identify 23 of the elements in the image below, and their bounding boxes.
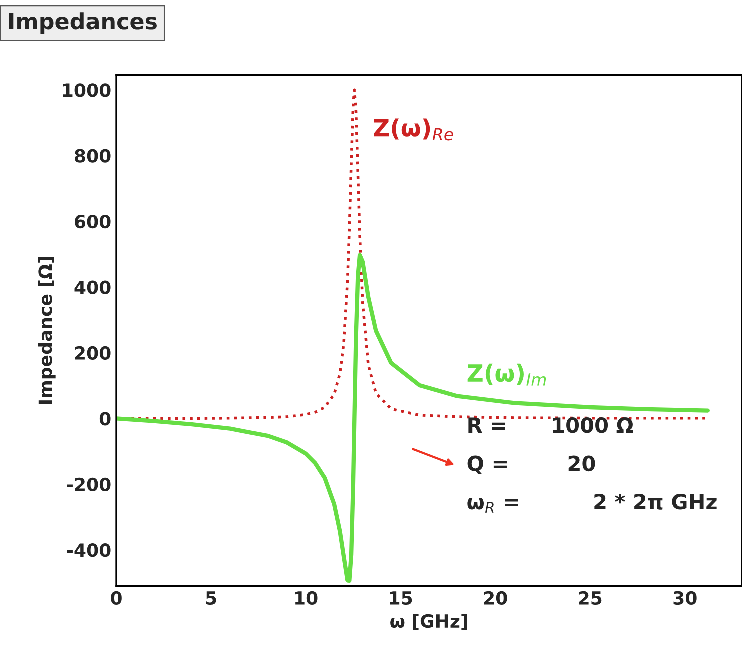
x-tick-label: 30 <box>674 591 697 606</box>
annotation: R = 1000 Ω <box>468 417 634 434</box>
y-tick-label: -200 <box>67 478 111 492</box>
series-label: Z(ω)$_{Re}$ <box>374 118 454 141</box>
annotation: Q = 20 <box>468 456 596 474</box>
chart-title: Impedances <box>9 12 157 34</box>
series-label: Z(ω)$_{Im}$ <box>468 364 546 386</box>
y-tick-label: 800 <box>75 149 111 163</box>
y-axis-title: Impedance [Ω] <box>38 257 56 404</box>
y-tick-label: 1000 <box>63 84 111 98</box>
x-axis-title: ω [GHz] <box>390 614 468 630</box>
y-tick-label: 200 <box>75 346 111 360</box>
y-tick-label: 0 <box>100 412 111 426</box>
x-tick-label: 10 <box>296 591 318 606</box>
x-tick-label: 25 <box>579 591 602 606</box>
x-tick-label: 5 <box>206 592 216 606</box>
x-tick-label: 15 <box>390 592 412 606</box>
annotation: ω$_{R}$ = 2 * 2π GHz <box>468 494 717 513</box>
y-tick-label: 600 <box>75 214 111 229</box>
y-tick-label: -400 <box>67 544 111 558</box>
y-tick-label: 400 <box>74 280 111 294</box>
x-tick-label: 20 <box>484 591 508 606</box>
x-tick-label: 0 <box>111 591 122 606</box>
